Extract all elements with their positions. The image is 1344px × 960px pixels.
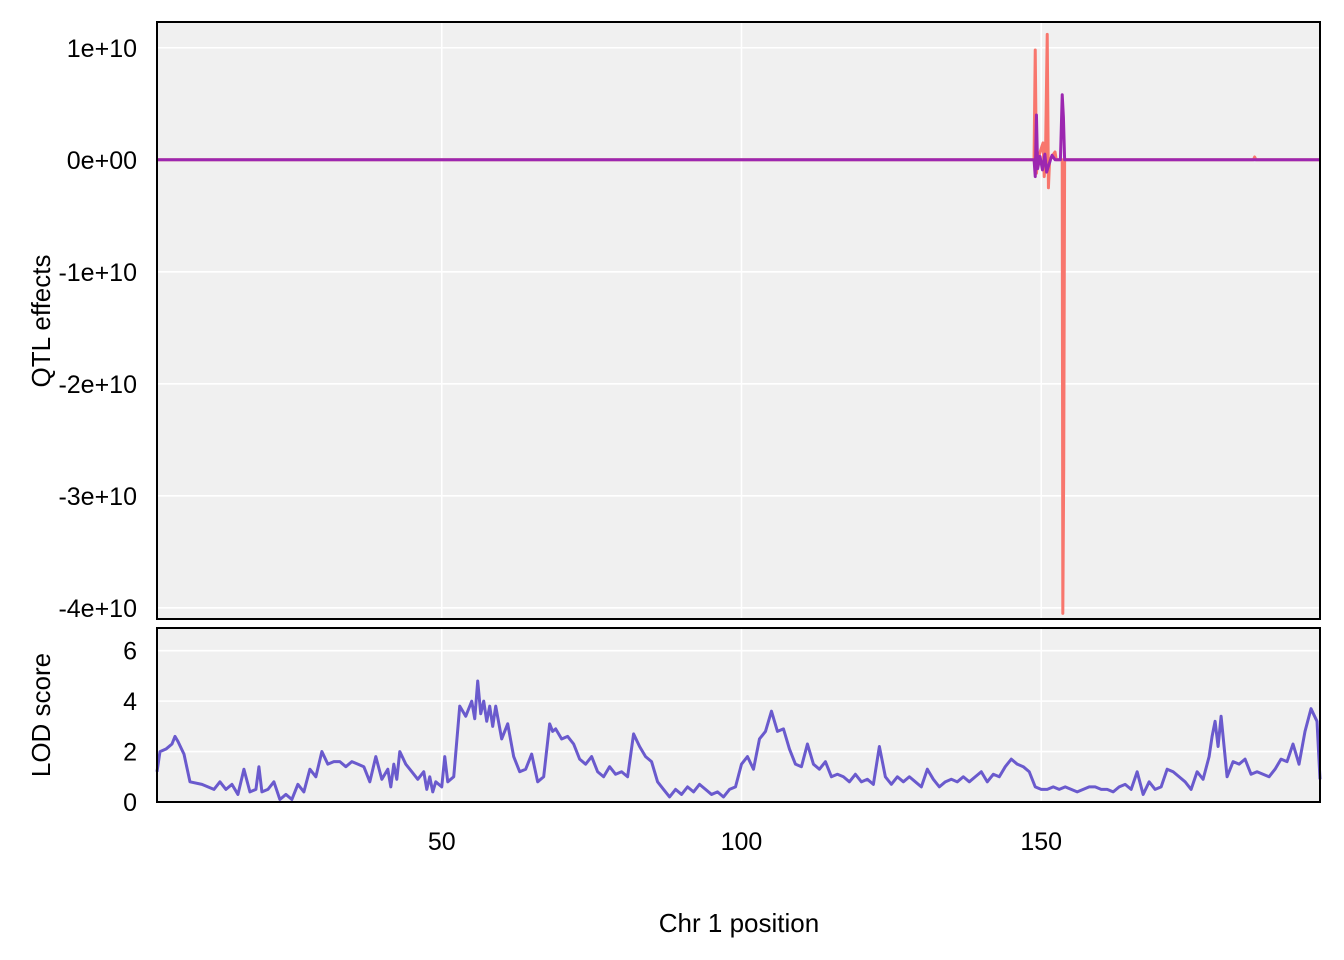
lod-y-tick-label: 6 <box>123 638 137 666</box>
effects-plot-background <box>157 22 1320 619</box>
x-tick-label: 150 <box>1020 828 1062 856</box>
effects-y-axis-label: QTL effects <box>26 255 56 388</box>
lod-y-tick-label: 0 <box>123 789 137 817</box>
lod-y-axis-label: LOD score <box>26 653 56 777</box>
effects-plot-frame <box>156 21 1321 620</box>
x-tick-label: 50 <box>428 828 456 856</box>
lod-panel: 0 2 4 6 50 100 150 <box>123 627 1322 856</box>
lod-series-line-0 <box>155 679 1322 801</box>
effects-y-tick-label: 0e+00 <box>67 147 137 175</box>
effects-y-tick-label: -4e+10 <box>58 595 137 623</box>
effects-y-tick-label: -3e+10 <box>58 483 137 511</box>
effects-panel: 1e+10 0e+00 -1e+10 -2e+10 -3e+10 -4e+10 <box>58 21 1321 623</box>
x-axis-label: Chr 1 position <box>659 908 819 938</box>
x-tick-label: 100 <box>721 828 763 856</box>
lod-y-tick-label: 4 <box>123 688 137 716</box>
effects-y-tick-label: 1e+10 <box>67 35 137 63</box>
lod-plot-frame <box>156 627 1321 803</box>
lod-y-tick-label: 2 <box>123 739 137 767</box>
effects-series-line-1 <box>157 93 1320 179</box>
effects-y-tick-label: -2e+10 <box>58 371 137 399</box>
effects-y-tick-label: -1e+10 <box>58 259 137 287</box>
